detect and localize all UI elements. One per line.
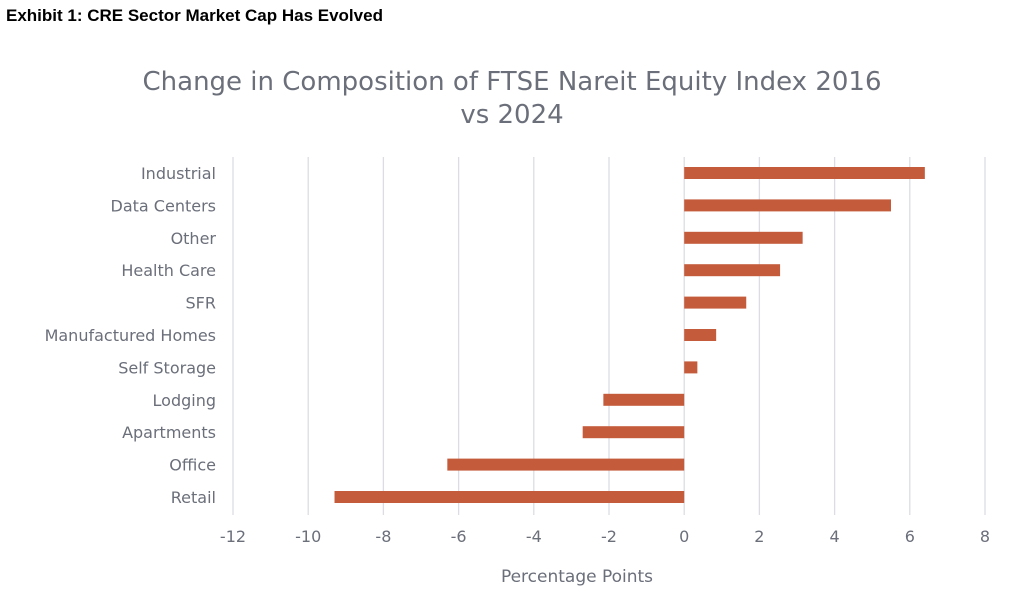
bar-retail <box>334 491 685 503</box>
bar-data-centers <box>684 199 891 212</box>
category-label: Data Centers <box>111 196 216 215</box>
x-tick-label: -12 <box>220 527 246 546</box>
bar-manufactured-homes <box>684 329 717 341</box>
bar-health-care <box>684 264 781 277</box>
bar-lodging <box>603 393 685 406</box>
x-tick-label: -4 <box>526 527 542 546</box>
x-axis-title: Percentage Points <box>501 567 653 587</box>
chart-title-line-1: Change in Composition of FTSE Nareit Equ… <box>142 67 882 97</box>
category-label: Industrial <box>141 164 216 183</box>
category-label: Retail <box>171 488 216 507</box>
category-label: Lodging <box>153 391 216 410</box>
category-label: SFR <box>186 294 216 313</box>
grid-lines <box>232 157 986 515</box>
x-tick-label: -2 <box>601 527 617 546</box>
category-labels: Industrial Data Centers Other Health Care SF… <box>45 164 217 507</box>
bar-office <box>447 458 685 471</box>
bars <box>334 167 925 503</box>
category-label: Office <box>169 456 216 475</box>
x-tick-label: 6 <box>905 527 915 546</box>
x-tick-label: -8 <box>375 527 391 546</box>
category-label: Manufactured Homes <box>45 326 216 345</box>
category-label: Other <box>171 229 217 248</box>
x-tick-label: 0 <box>679 527 689 546</box>
bar-industrial <box>684 167 925 179</box>
bar-other <box>684 231 803 244</box>
category-label: Health Care <box>121 261 216 280</box>
chart-title: Change in Composition of FTSE Nareit Equ… <box>0 66 1024 132</box>
x-tick-labels: -12 -10 -8 -6 -4 -2 0 2 4 6 8 <box>220 527 990 546</box>
x-tick-label: 8 <box>980 527 990 546</box>
x-tick-label: -6 <box>451 527 467 546</box>
bar-self-storage <box>684 361 698 374</box>
category-label: Self Storage <box>118 358 216 377</box>
exhibit-caption: Exhibit 1: CRE Sector Market Cap Has Evo… <box>6 6 383 25</box>
x-tick-label: 4 <box>830 527 840 546</box>
chart-title-line-2: vs 2024 <box>460 100 564 130</box>
bar-apartments <box>582 426 685 439</box>
category-label: Apartments <box>122 423 216 442</box>
x-tick-label: 2 <box>754 527 764 546</box>
bar-sfr <box>684 296 747 309</box>
x-tick-label: -10 <box>295 527 321 546</box>
